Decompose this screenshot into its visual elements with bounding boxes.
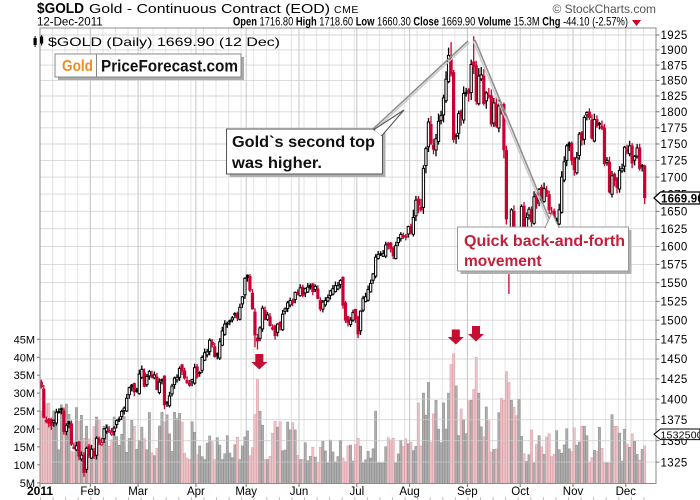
svg-text:1575: 1575 xyxy=(661,260,688,272)
svg-text:© StockCharts.com: © StockCharts.com xyxy=(552,2,656,16)
svg-text:Mar: Mar xyxy=(128,486,148,498)
svg-text:1475: 1475 xyxy=(661,335,688,347)
svg-text:Gold: Gold xyxy=(62,58,93,75)
svg-text:Open 1716.80 High 1718.60 Low: Open 1716.80 High 1718.60 Low 1660.30 Cl… xyxy=(233,15,628,29)
svg-text:12-Dec-2011: 12-Dec-2011 xyxy=(37,17,103,29)
svg-text:35M: 35M xyxy=(14,370,35,382)
svg-text:1900: 1900 xyxy=(661,45,688,57)
svg-text:1375: 1375 xyxy=(661,415,688,427)
svg-text:May: May xyxy=(235,486,257,498)
svg-text:1875: 1875 xyxy=(661,60,688,72)
svg-text:movement: movement xyxy=(464,253,542,270)
svg-text:$GOLD: $GOLD xyxy=(37,1,84,17)
svg-text:30M: 30M xyxy=(14,388,35,400)
svg-text:Feb: Feb xyxy=(80,486,100,498)
svg-text:CME: CME xyxy=(334,4,359,16)
svg-text:Apr: Apr xyxy=(187,486,205,498)
svg-text:1450: 1450 xyxy=(661,354,688,366)
svg-text:Sep: Sep xyxy=(457,486,477,498)
svg-text:Jun: Jun xyxy=(290,486,309,498)
svg-text:Quick back-and-forth: Quick back-and-forth xyxy=(464,233,625,250)
svg-text:2011: 2011 xyxy=(27,484,53,498)
svg-text:40M: 40M xyxy=(14,352,35,364)
svg-text:Dec: Dec xyxy=(616,486,637,498)
svg-text:1669.90: 1669.90 xyxy=(661,193,700,205)
svg-text:5M: 5M xyxy=(20,478,35,490)
svg-text:1775: 1775 xyxy=(661,123,688,135)
svg-text:Jul: Jul xyxy=(349,486,364,498)
svg-text:1725: 1725 xyxy=(661,156,688,168)
svg-text:45M: 45M xyxy=(14,334,35,346)
svg-text:1625: 1625 xyxy=(661,224,688,236)
svg-text:Aug: Aug xyxy=(399,486,419,498)
svg-text:25M: 25M xyxy=(14,406,35,418)
svg-text:1850: 1850 xyxy=(661,76,688,88)
svg-text:1825: 1825 xyxy=(661,91,688,103)
svg-text:1800: 1800 xyxy=(661,107,688,119)
svg-text:1400: 1400 xyxy=(661,394,688,406)
svg-text:1925: 1925 xyxy=(661,30,688,42)
svg-text:1532500: 1532500 xyxy=(661,429,700,441)
svg-text:was higher.: was higher. xyxy=(231,155,322,172)
svg-text:1700: 1700 xyxy=(661,172,688,184)
svg-text:Gold - Continuous Contract (EO: Gold - Continuous Contract (EOD) xyxy=(89,2,330,16)
svg-text:Nov: Nov xyxy=(563,486,584,498)
svg-text:1500: 1500 xyxy=(661,315,688,327)
svg-text:PriceForecast.com: PriceForecast.com xyxy=(101,58,238,76)
svg-text:1525: 1525 xyxy=(661,297,688,309)
svg-text:15M: 15M xyxy=(14,442,35,454)
svg-text:10M: 10M xyxy=(14,460,35,472)
svg-text:1650: 1650 xyxy=(661,207,688,219)
svg-text:1325: 1325 xyxy=(661,457,688,469)
svg-text:1600: 1600 xyxy=(661,242,688,254)
svg-text:20M: 20M xyxy=(14,424,35,436)
svg-text:$GOLD (Daily) 1669.90 (12 Dec): $GOLD (Daily) 1669.90 (12 Dec) xyxy=(48,35,280,49)
svg-text:1550: 1550 xyxy=(661,278,688,290)
svg-text:Gold`s second top: Gold`s second top xyxy=(232,134,375,151)
svg-text:Oct: Oct xyxy=(511,486,530,498)
svg-text:1750: 1750 xyxy=(661,139,688,151)
svg-text:1425: 1425 xyxy=(661,374,688,386)
